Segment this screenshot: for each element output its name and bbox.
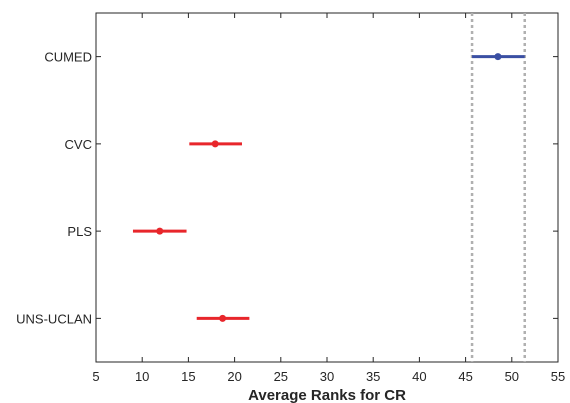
- x-tick-label-30: 30: [320, 369, 334, 384]
- x-tick-label-45: 45: [458, 369, 472, 384]
- category-label-cvc: CVC: [65, 137, 92, 152]
- x-axis: 5 10 15 20 25 30 35 40 45 50 55: [92, 13, 565, 384]
- mean-point-uns-uclan: [219, 314, 227, 322]
- x-tick-label-50: 50: [505, 369, 519, 384]
- x-tick-label-5: 5: [92, 369, 99, 384]
- mean-point-cumed: [494, 53, 502, 61]
- category-label-cumed: CUMED: [44, 50, 92, 65]
- x-tick-label-20: 20: [227, 369, 241, 384]
- plot-area: [95, 12, 559, 363]
- category-label-uns-uclan: UNS-UCLAN: [16, 311, 92, 326]
- category-label-pls: PLS: [67, 224, 92, 239]
- y-axis: CUMED CVC PLS UNS-UCLAN: [16, 50, 558, 326]
- mean-point-pls: [156, 227, 164, 235]
- x-tick-label-10: 10: [135, 369, 149, 384]
- x-tick-label-40: 40: [412, 369, 426, 384]
- mean-point-cvc: [211, 140, 219, 148]
- x-tick-label-55: 55: [551, 369, 565, 384]
- reference-lines: [470, 13, 526, 362]
- x-tick-label-15: 15: [181, 369, 195, 384]
- x-axis-label: Average Ranks for CR: [248, 387, 406, 403]
- chart-marks: [132, 53, 525, 322]
- x-tick-label-25: 25: [274, 369, 288, 384]
- x-tick-label-35: 35: [366, 369, 380, 384]
